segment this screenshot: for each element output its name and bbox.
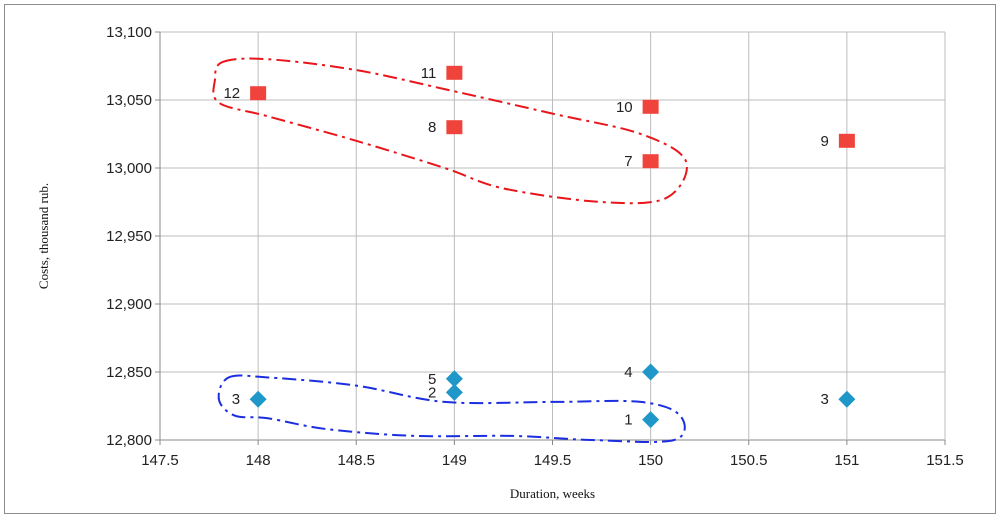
y-axis-title: Costs, thousand rub. bbox=[36, 183, 51, 289]
y-tick-label: 12,900 bbox=[106, 296, 152, 313]
square-marker bbox=[838, 133, 855, 148]
diamond-marker bbox=[642, 363, 660, 381]
point-label: 7 bbox=[624, 153, 632, 170]
y-tick-label: 12,800 bbox=[106, 432, 152, 449]
diamond-marker bbox=[445, 370, 463, 388]
y-tick-label: 13,000 bbox=[106, 160, 152, 177]
x-tick-label: 147.5 bbox=[141, 452, 179, 469]
point-label: 5 bbox=[428, 371, 436, 388]
x-tick-label: 150 bbox=[638, 452, 663, 469]
point-label: 3 bbox=[821, 391, 829, 408]
point-label: 8 bbox=[428, 119, 436, 136]
diamond-marker bbox=[249, 390, 267, 408]
x-tick-label: 149.5 bbox=[534, 452, 572, 469]
y-tick-label: 12,950 bbox=[106, 228, 152, 245]
y-tick-label: 12,850 bbox=[106, 364, 152, 381]
point-label: 11 bbox=[421, 65, 437, 82]
x-tick-label: 151 bbox=[834, 452, 859, 469]
grid-layer bbox=[155, 31, 946, 445]
point-label: 3 bbox=[232, 391, 240, 408]
x-tick-label: 148 bbox=[246, 452, 271, 469]
square-marker bbox=[642, 99, 659, 114]
point-label: 9 bbox=[821, 133, 829, 150]
point-label: 2 bbox=[428, 384, 436, 401]
red-group-outline bbox=[212, 57, 688, 205]
y-tick-label: 13,050 bbox=[106, 92, 152, 109]
x-tick-label: 148.5 bbox=[337, 452, 375, 469]
x-tick-label: 149 bbox=[442, 452, 467, 469]
diamond-marker bbox=[445, 383, 463, 401]
annotation-layer bbox=[212, 57, 688, 443]
tick-layer: 12,800 12,850 12,900 12,950 13,000 13,050 13,1… bbox=[106, 24, 964, 469]
x-tick-label: 150.5 bbox=[730, 452, 768, 469]
x-tick-label: 151.5 bbox=[926, 452, 964, 469]
diamond-marker bbox=[838, 390, 856, 408]
square-marker bbox=[642, 154, 659, 169]
point-label: 10 bbox=[616, 99, 633, 116]
square-marker bbox=[250, 86, 267, 101]
y-tick-label: 13,100 bbox=[106, 24, 152, 41]
point-label: 12 bbox=[223, 85, 240, 102]
chart-frame bbox=[4, 4, 996, 514]
blue-group-outline bbox=[217, 374, 686, 443]
point-label: 4 bbox=[624, 364, 632, 381]
diamond-marker bbox=[642, 411, 660, 429]
x-axis-title: Duration, weeks bbox=[510, 486, 595, 501]
square-marker bbox=[446, 120, 463, 135]
square-marker bbox=[446, 65, 463, 80]
point-label: 1 bbox=[624, 412, 632, 429]
